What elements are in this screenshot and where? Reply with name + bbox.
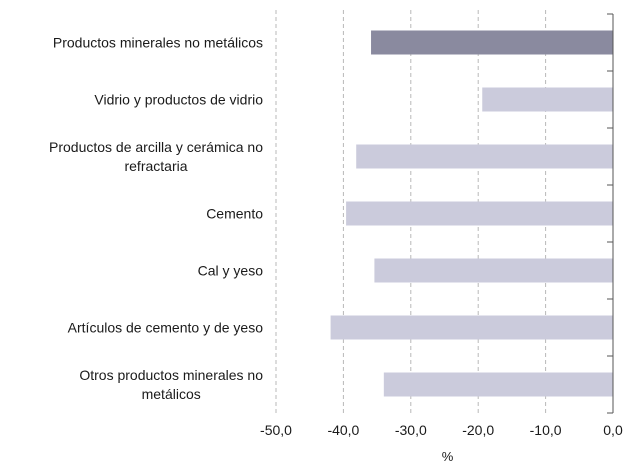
bar bbox=[356, 144, 613, 169]
tick-label: -20,0 bbox=[462, 422, 494, 438]
bar bbox=[346, 201, 613, 226]
tick-label: -40,0 bbox=[327, 422, 359, 438]
category-labels: Productos minerales no metálicos Vidrio y… bbox=[49, 35, 263, 403]
category-label: Otros productos minerales no metálicos bbox=[79, 367, 263, 402]
bar bbox=[374, 258, 613, 283]
bars bbox=[330, 30, 613, 397]
category-label: Vidrio y productos de vidrio bbox=[94, 92, 263, 108]
x-axis-title: % bbox=[442, 449, 454, 463]
category-label: Productos de arcilla y cerámica no refrac… bbox=[49, 139, 263, 174]
category-label: Cal y yeso bbox=[198, 263, 264, 279]
category-label: Artículos de cemento y de yeso bbox=[68, 320, 264, 336]
tick-label: 0,0 bbox=[603, 422, 623, 438]
category-label-line: Otros productos minerales no bbox=[79, 367, 263, 383]
tick-label: -10,0 bbox=[530, 422, 562, 438]
tick-label: -50,0 bbox=[260, 422, 292, 438]
category-label-line: metálicos bbox=[142, 386, 201, 402]
category-label: Productos minerales no metálicos bbox=[53, 35, 263, 51]
bar bbox=[383, 372, 613, 397]
tick-marks bbox=[607, 13, 613, 414]
bar bbox=[371, 30, 613, 55]
bar bbox=[330, 315, 613, 340]
tick-label: -30,0 bbox=[395, 422, 427, 438]
category-label: Cemento bbox=[206, 206, 263, 222]
bar bbox=[482, 87, 613, 112]
tick-labels: -50,0 -40,0 -30,0 -20,0 -10,0 0,0 bbox=[260, 422, 623, 438]
category-label-line: Productos de arcilla y cerámica no bbox=[49, 139, 263, 155]
category-label-line: refractaria bbox=[124, 158, 187, 174]
